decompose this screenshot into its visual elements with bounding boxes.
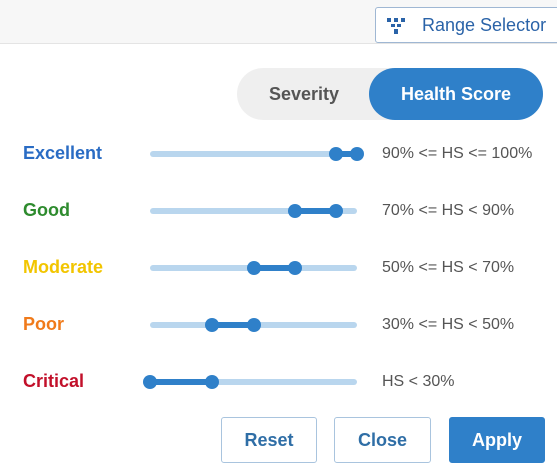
slider-handle-low[interactable] xyxy=(329,147,344,161)
row-label-good: Good xyxy=(23,200,70,220)
mode-toggle: Severity Health Score xyxy=(237,68,543,120)
slider-track[interactable] xyxy=(150,379,357,385)
range-selector-button[interactable]: Range Selector xyxy=(375,7,557,43)
slider-range-fill xyxy=(150,379,213,385)
slider-range-fill xyxy=(336,151,357,157)
row-label-poor: Poor xyxy=(23,314,65,334)
range-text: 90% <= HS <= 100% xyxy=(382,145,533,162)
range-text: 50% <= HS < 70% xyxy=(382,259,515,276)
range-text: HS < 30% xyxy=(382,373,455,390)
slider-handle-high[interactable] xyxy=(246,318,261,332)
slider-handle-low[interactable] xyxy=(143,375,157,389)
slider-handle-high[interactable] xyxy=(350,147,364,161)
reset-button[interactable]: Reset xyxy=(221,417,317,463)
slider-handle-high[interactable] xyxy=(287,261,302,275)
slider-handle-low[interactable] xyxy=(246,261,261,275)
row-label-moderate: Moderate xyxy=(23,257,104,277)
range-text: 70% <= HS < 90% xyxy=(382,202,515,219)
slider-range-fill xyxy=(212,322,254,328)
range-text: 30% <= HS < 50% xyxy=(382,316,515,333)
toggle-health-score[interactable]: Health Score xyxy=(369,68,543,120)
row-label-critical: Critical xyxy=(23,371,85,391)
slider-range-fill xyxy=(253,265,295,271)
row-label-excellent: Excellent xyxy=(23,143,103,163)
apply-button[interactable]: Apply xyxy=(449,417,545,463)
slider-handle-high[interactable] xyxy=(205,375,220,389)
close-button[interactable]: Close xyxy=(334,417,431,463)
funnel-icon xyxy=(387,18,405,34)
slider-range-fill xyxy=(294,208,337,214)
toggle-severity[interactable]: Severity xyxy=(268,83,340,104)
range-selector-label: Range Selector xyxy=(422,14,547,35)
slider-track[interactable] xyxy=(150,151,357,157)
slider-track[interactable] xyxy=(150,208,357,214)
slider-handle-low[interactable] xyxy=(205,318,220,332)
slider-handle-low[interactable] xyxy=(287,204,302,218)
slider-handle-high[interactable] xyxy=(329,204,344,218)
